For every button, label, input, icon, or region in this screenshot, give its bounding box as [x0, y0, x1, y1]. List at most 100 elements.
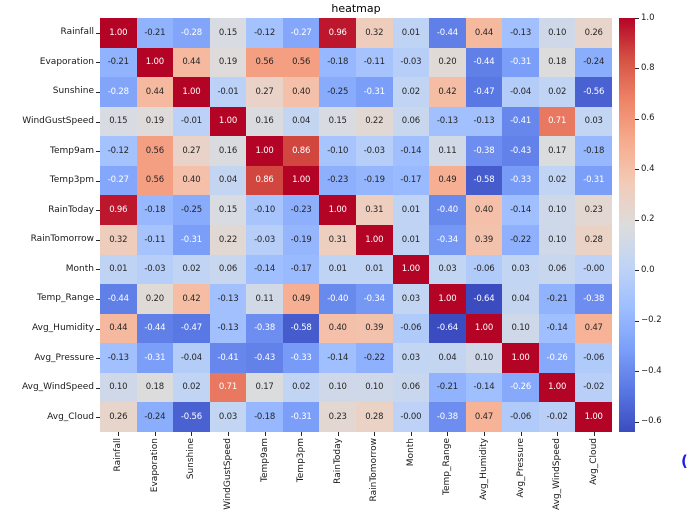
- heatmap-cell: -0.58: [465, 165, 503, 196]
- heatmap-cell: -0.06: [465, 254, 503, 285]
- heatmap-cell: -0.31: [356, 77, 393, 107]
- colorbar-tick-mark: [635, 321, 639, 322]
- heatmap-cell: 1.00: [173, 77, 210, 107]
- heatmap-cell: 0.15: [319, 106, 356, 137]
- col-label: Temp_Range: [442, 438, 453, 496]
- heatmap-cell: -0.17: [282, 254, 320, 285]
- heatmap-cell: 0.39: [465, 224, 503, 255]
- heatmap-cell: 0.02: [538, 77, 576, 107]
- heatmap-cell: 0.04: [429, 343, 466, 373]
- heatmap-cell: 0.26: [100, 402, 137, 432]
- heatmap-cell: -0.33: [502, 165, 539, 196]
- heatmap-cell: 0.86: [282, 136, 320, 166]
- heatmap-cell: 0.10: [538, 18, 576, 48]
- heatmap-cell: -0.31: [575, 165, 612, 196]
- heatmap-cell: -0.44: [100, 284, 137, 314]
- heatmap-cell: 0.17: [246, 372, 283, 403]
- heatmap-cell: 0.03: [392, 343, 430, 373]
- heatmap-cell: 0.01: [100, 254, 137, 285]
- heatmap-cell: 0.56: [246, 47, 283, 78]
- heatmap-cell: -0.03: [136, 254, 174, 285]
- heatmap-cell: 0.02: [392, 77, 430, 107]
- heatmap-cell: 0.22: [356, 106, 393, 137]
- heatmap-cell: 1.00: [502, 343, 539, 373]
- heatmap-cell: 0.02: [538, 165, 576, 196]
- colorbar-tick-mark: [635, 422, 639, 423]
- colorbar-tick-mark: [635, 18, 639, 19]
- heatmap-cell: 0.06: [392, 106, 430, 137]
- heatmap-cell: 0.16: [246, 106, 283, 137]
- colorbar-tick-mark: [635, 371, 639, 372]
- heatmap-cell: -0.34: [429, 224, 466, 255]
- heatmap-cell: -0.03: [356, 136, 393, 166]
- heatmap-cell: 0.15: [209, 195, 247, 225]
- heatmap-cell: -0.56: [173, 402, 210, 432]
- x-tick-mark: [594, 432, 595, 436]
- y-tick-mark: [96, 92, 100, 93]
- heatmap: 1.00 -0.21 -0.28 0.15 -0.12 -0.27 0.96 0.32 0.01…: [100, 18, 612, 432]
- heatmap-cell: 0.15: [209, 18, 247, 48]
- colorbar-tick-label: 0.8: [641, 62, 655, 73]
- heatmap-cell: -0.02: [538, 402, 576, 432]
- heatmap-cell: 0.47: [465, 402, 503, 432]
- heatmap-cell: 0.40: [465, 195, 503, 225]
- heatmap-cell: -0.12: [100, 136, 137, 166]
- heatmap-cell: -0.31: [282, 402, 320, 432]
- row-label: Temp3pm: [49, 175, 94, 186]
- heatmap-cell: -0.14: [465, 372, 503, 403]
- heatmap-cell: 0.26: [575, 18, 612, 48]
- heatmap-cell: -0.13: [100, 343, 137, 373]
- row-label: Avg_WindSpeed: [22, 382, 94, 393]
- heatmap-cell: -0.25: [319, 77, 356, 107]
- heatmap-cell: 1.00: [100, 18, 137, 48]
- row-label: Evaporation: [39, 56, 94, 67]
- colorbar-tick-label: 0.6: [641, 113, 655, 124]
- heatmap-cell: 0.03: [429, 254, 466, 285]
- heatmap-cell: 0.40: [173, 165, 210, 196]
- colorbar-tick-label: 0.4: [641, 163, 655, 174]
- heatmap-cell: -0.14: [246, 254, 283, 285]
- heatmap-cell: 1.00: [392, 254, 430, 285]
- heatmap-cell: -0.19: [282, 224, 320, 255]
- heatmap-cell: -0.24: [575, 47, 612, 78]
- col-label: Avg_Cloud: [588, 438, 599, 485]
- heatmap-cell: 0.71: [209, 372, 247, 403]
- heatmap-cell: -0.43: [502, 136, 539, 166]
- heatmap-cell: 0.16: [209, 136, 247, 166]
- col-label: RainTomorrow: [369, 438, 380, 502]
- heatmap-cell: -0.18: [575, 136, 612, 166]
- col-label: Month: [405, 438, 416, 467]
- x-tick-mark: [447, 432, 448, 436]
- heatmap-cell: 1.00: [136, 47, 174, 78]
- heatmap-cell: -0.00: [575, 254, 612, 285]
- colorbar-tick-mark: [635, 169, 639, 170]
- heatmap-cell: 1.00: [538, 372, 576, 403]
- heatmap-cell: -0.01: [209, 77, 247, 107]
- heatmap-cell: -0.10: [319, 136, 356, 166]
- stray-blue-mark: (: [681, 452, 687, 470]
- heatmap-cell: -0.14: [319, 343, 356, 373]
- colorbar-tick-mark: [635, 270, 639, 271]
- heatmap-cell: 0.06: [538, 254, 576, 285]
- row-label: Temp_Range: [36, 293, 94, 304]
- heatmap-cell: 1.00: [356, 224, 393, 255]
- heatmap-cell: 0.31: [319, 224, 356, 255]
- heatmap-cell: 0.03: [392, 284, 430, 314]
- heatmap-cell: 0.01: [356, 254, 393, 285]
- heatmap-cell: 0.22: [209, 224, 247, 255]
- heatmap-cell: 0.39: [356, 313, 393, 344]
- heatmap-cell: -0.11: [136, 224, 174, 255]
- heatmap-cell: -0.44: [136, 313, 174, 344]
- heatmap-cell: -0.21: [538, 284, 576, 314]
- heatmap-cell: -0.19: [356, 165, 393, 196]
- heatmap-cell: 0.32: [356, 18, 393, 48]
- heatmap-cell: 0.44: [100, 313, 137, 344]
- x-tick-mark: [411, 432, 412, 436]
- x-tick-mark: [118, 432, 119, 436]
- x-tick-mark: [557, 432, 558, 436]
- heatmap-cell: 0.32: [100, 224, 137, 255]
- row-label: RainTomorrow: [30, 234, 94, 245]
- heatmap-cell: -0.22: [502, 224, 539, 255]
- heatmap-cell: 0.06: [209, 254, 247, 285]
- heatmap-cell: 0.28: [356, 402, 393, 432]
